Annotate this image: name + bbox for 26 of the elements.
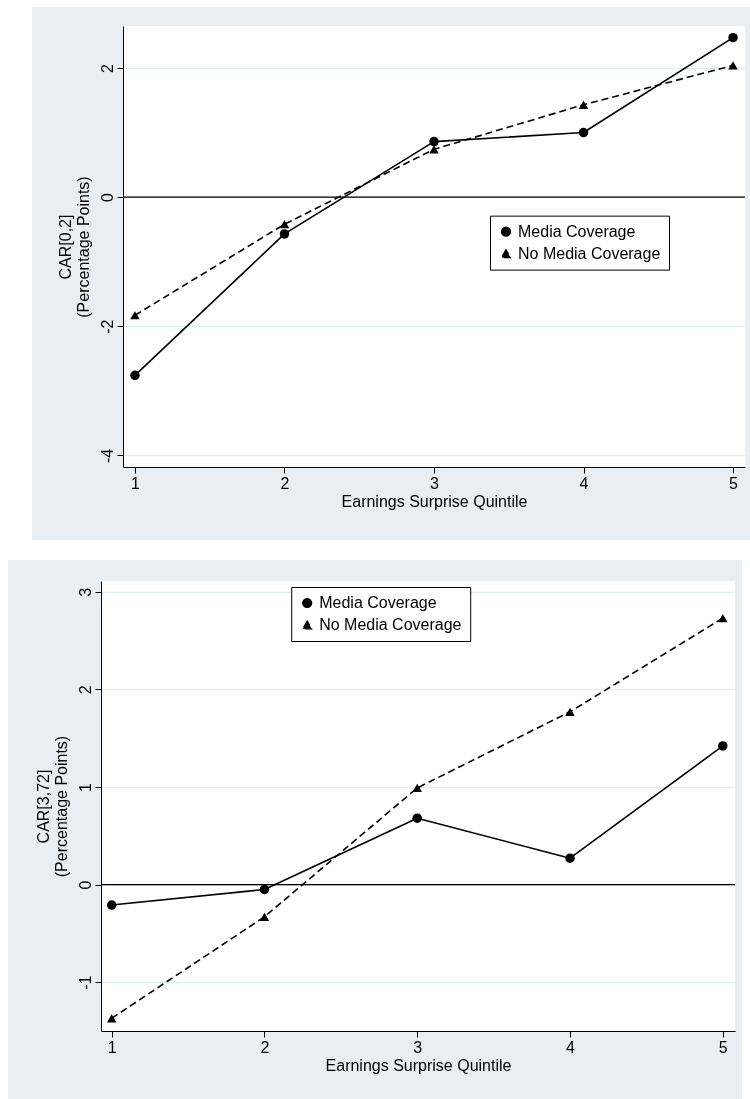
x-tick-label: 2 xyxy=(280,474,290,492)
y-tick-label: 0 xyxy=(98,193,116,203)
legend-label: Media Coverage xyxy=(319,594,437,611)
y-axis-title: CAR[0,2] (Percentage Points) xyxy=(56,176,92,318)
y-axis-title: CAR[3,72] (Percentage Points) xyxy=(34,735,70,878)
x-axis-title: Earnings Surprise Quintile xyxy=(341,492,528,510)
x-tick-label: 5 xyxy=(729,474,739,492)
y-tick-label: 2 xyxy=(98,63,116,73)
x-axis-title: Earnings Surprise Quintile xyxy=(325,1056,512,1074)
x-tick-label: 3 xyxy=(430,474,440,492)
x-tick-label: 4 xyxy=(579,474,589,492)
x-tick-label: 5 xyxy=(718,1038,728,1056)
x-tick-label: 3 xyxy=(413,1038,423,1056)
y-tick-label: 2 xyxy=(76,685,94,695)
y-tick-label: 1 xyxy=(76,782,94,792)
x-tick-label: 4 xyxy=(566,1038,576,1056)
x-tick-label: 1 xyxy=(131,474,141,492)
legend-label: No Media Coverage xyxy=(319,616,462,633)
legend-label: Media Coverage xyxy=(518,222,636,240)
y-tick-label: -1 xyxy=(76,975,94,990)
y-tick-label: 0 xyxy=(76,880,94,890)
x-tick-label: 2 xyxy=(260,1038,270,1056)
legend-label: No Media Coverage xyxy=(518,244,661,262)
y-tick-label: -4 xyxy=(98,448,116,463)
y-tick-label: 3 xyxy=(76,587,94,597)
y-tick-label: -2 xyxy=(98,319,116,334)
